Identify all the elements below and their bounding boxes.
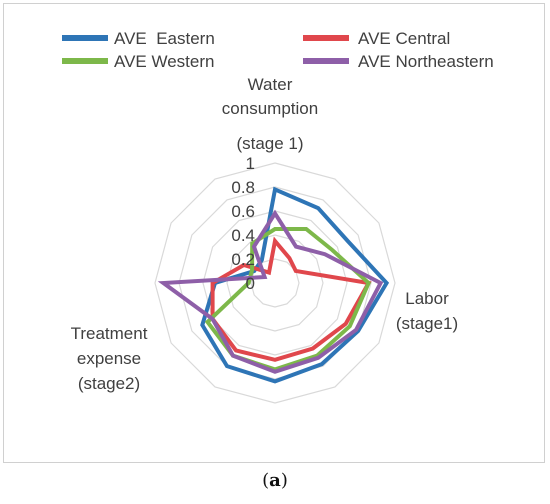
radar-series <box>157 186 390 384</box>
chart-frame <box>3 3 545 463</box>
radial-tick-4: 0.8 <box>231 178 255 197</box>
radial-tick-labels: 0 0.2 0.4 0.6 0.8 1 <box>231 154 255 293</box>
axis-title-labor-line2: (stage1) <box>396 314 458 333</box>
figure-caption: (a) <box>262 470 288 491</box>
axis-title-treatment-line2: expense <box>77 349 141 368</box>
axis-title-water: Water consumption (stage 1) <box>222 75 318 153</box>
grid-ring-5 <box>154 162 396 404</box>
legend-label-eastern: AVE Eastern <box>114 29 215 48</box>
radial-tick-0: 0 <box>246 274 255 293</box>
axis-title-treatment: Treatment expense (stage2) <box>71 324 148 393</box>
radar-chart: 0 0.2 0.4 0.6 0.8 1 AVE Eastern AVE Central A… <box>62 29 494 404</box>
series-line-ave-central <box>210 236 372 362</box>
axis-title-labor-line1: Labor <box>405 289 449 308</box>
radial-tick-1: 0.2 <box>231 250 255 269</box>
series-line-ave-eastern <box>200 186 390 384</box>
grid-ring-2 <box>226 234 324 332</box>
radial-tick-2: 0.4 <box>231 226 255 245</box>
axis-title-labor: Labor (stage1) <box>396 289 458 333</box>
axis-title-treatment-line1: Treatment <box>71 324 148 343</box>
legend-label-northeastern: AVE Northeastern <box>358 52 494 71</box>
figure-caption-label: a <box>269 470 281 491</box>
grid-ring-3 <box>202 210 348 356</box>
series-line-ave-northeastern <box>157 209 384 374</box>
legend: AVE Eastern AVE Central AVE Western AVE … <box>62 29 494 71</box>
radial-tick-5: 1 <box>246 154 255 173</box>
axis-title-water-line1: Water <box>248 75 293 94</box>
axis-title-water-line2: consumption <box>222 99 318 118</box>
axis-title-treatment-line3: (stage2) <box>78 374 140 393</box>
legend-label-central: AVE Central <box>358 29 450 48</box>
axis-title-water-line3: (stage 1) <box>236 134 303 153</box>
radial-tick-3: 0.6 <box>231 202 255 221</box>
grid-ring-4 <box>178 186 372 380</box>
legend-label-western: AVE Western <box>114 52 214 71</box>
series-line-ave-western <box>204 227 372 372</box>
